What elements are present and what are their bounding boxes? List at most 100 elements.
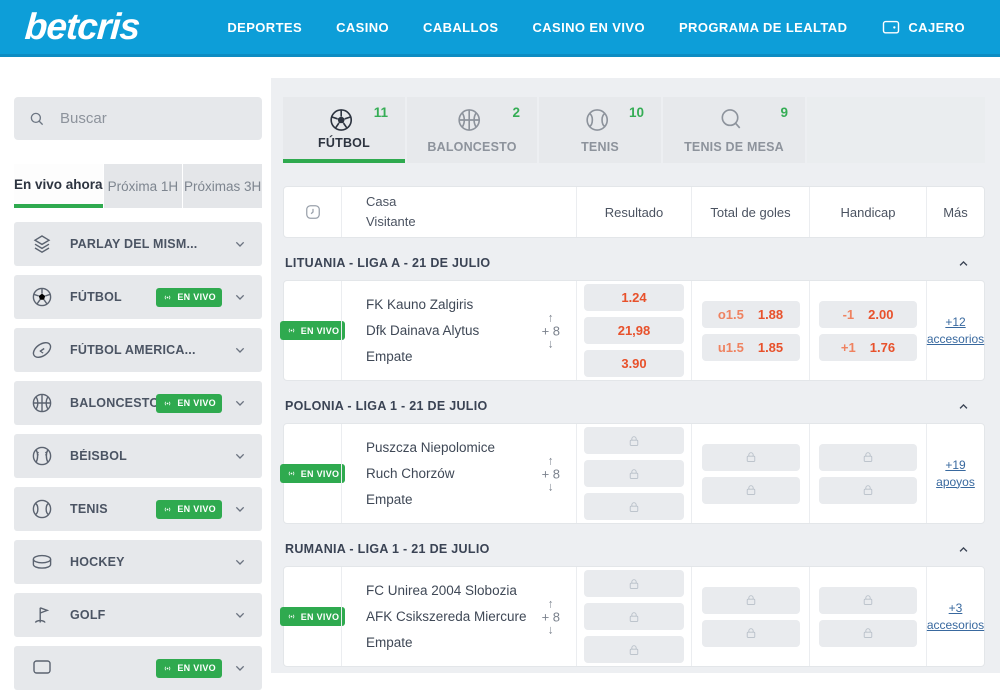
- odds-button-draw[interactable]: 3.90: [584, 350, 684, 377]
- more-markets-link[interactable]: +12 accesorios: [927, 314, 984, 348]
- handicap-odds-cell: [809, 567, 926, 666]
- search-input[interactable]: [60, 110, 230, 127]
- basketball-icon: [30, 391, 54, 415]
- sidebar-item-label: FÚTBOL: [70, 290, 156, 304]
- league-section-header: RUMANIA - LIGA 1 - 21 DE JULIO: [283, 532, 985, 566]
- locked-odds-button: [584, 603, 684, 630]
- odds-table-header: Casa Visitante Resultado Total de goles …: [283, 186, 985, 238]
- teams-cell[interactable]: FK Kauno Zalgiris Dfk Dainava Alytus Emp…: [341, 281, 576, 380]
- chevron-down-icon[interactable]: [232, 342, 248, 358]
- sidebar: En vivo ahora Próxima 1H Próximas 3H PAR…: [14, 97, 262, 699]
- teams-cell[interactable]: Puszcza Niepolomice Ruch Chorzów Empate …: [341, 424, 576, 523]
- lock-icon: [627, 577, 641, 591]
- lock-icon: [627, 610, 641, 624]
- chevron-down-icon[interactable]: [232, 448, 248, 464]
- arrow-down-icon: ↓: [548, 480, 554, 493]
- chevron-up-icon[interactable]: [956, 542, 971, 557]
- odds-button-home[interactable]: 1.24: [584, 284, 684, 311]
- lock-icon: [744, 626, 758, 640]
- more-markets-indicator[interactable]: ↑ + 8 ↓: [542, 311, 560, 350]
- time-filter-tabs: En vivo ahora Próxima 1H Próximas 3H: [14, 164, 262, 208]
- arrow-down-icon: ↓: [548, 337, 554, 350]
- odds-button-over[interactable]: o1.5 1.88: [702, 301, 800, 328]
- sport-tab-futbol[interactable]: 11 FÚTBOL: [283, 97, 405, 163]
- sidebar-item-baloncesto[interactable]: BALONCESTO EN VIVO: [14, 381, 262, 425]
- result-odds-cell: [576, 567, 691, 666]
- handicap-column-header: Handicap: [809, 187, 926, 237]
- lock-icon: [861, 483, 875, 497]
- live-badge: EN VIVO: [156, 394, 222, 413]
- main-content: 11 FÚTBOL 2 BALONCESTO 10 TENIS 9 TENIS …: [283, 97, 985, 667]
- nav-caballos[interactable]: CABALLOS: [423, 20, 498, 35]
- sidebar-item-label: BALONCESTO: [70, 396, 156, 410]
- tennis-ball-icon: [30, 497, 54, 521]
- chevron-down-icon[interactable]: [232, 395, 248, 411]
- sidebar-item-futbol-americano[interactable]: FÚTBOL AMERICA...: [14, 328, 262, 372]
- chevron-up-icon[interactable]: [956, 399, 971, 414]
- sidebar-item-beisbol[interactable]: BÉISBOL: [14, 434, 262, 478]
- teams-column-header: Casa Visitante: [341, 187, 576, 237]
- odds-button-under[interactable]: u1.5 1.85: [702, 334, 800, 361]
- broadcast-icon: [162, 292, 173, 303]
- tab-en-vivo-ahora[interactable]: En vivo ahora: [14, 164, 103, 208]
- tab-count: 11: [374, 105, 388, 120]
- chevron-down-icon[interactable]: [232, 660, 248, 676]
- chevron-down-icon[interactable]: [232, 554, 248, 570]
- lock-icon: [744, 593, 758, 607]
- sidebar-item-golf[interactable]: GOLF: [14, 593, 262, 637]
- tab-label: BALONCESTO: [407, 140, 537, 154]
- nav-deportes[interactable]: DEPORTES: [227, 20, 302, 35]
- sport-tab-tenis[interactable]: 10 TENIS: [539, 97, 661, 163]
- betcris-logo[interactable]: betcris: [24, 6, 141, 48]
- chevron-down-icon[interactable]: [232, 236, 248, 252]
- broadcast-icon: [286, 611, 297, 622]
- total-column-header: Total de goles: [691, 187, 809, 237]
- nav-cajero[interactable]: CAJERO: [881, 17, 965, 37]
- cajero-label: CAJERO: [908, 20, 965, 35]
- layers-icon: [30, 232, 54, 256]
- chevron-up-icon[interactable]: [956, 256, 971, 271]
- sidebar-item-partial[interactable]: EN VIVO: [14, 646, 262, 690]
- search-box[interactable]: [14, 97, 262, 140]
- tab-proximas-3h[interactable]: Próximas 3H: [182, 164, 262, 208]
- baseball-icon: [30, 444, 54, 468]
- chevron-down-icon[interactable]: [232, 607, 248, 623]
- odds-button-handicap-away[interactable]: +1 1.76: [819, 334, 917, 361]
- broadcast-icon: [162, 663, 173, 674]
- more-markets-indicator[interactable]: ↑ + 8 ↓: [542, 454, 560, 493]
- tab-label: FÚTBOL: [283, 136, 405, 150]
- match-row: EN VIVO Puszcza Niepolomice Ruch Chorzów…: [283, 423, 985, 524]
- broadcast-icon: [162, 398, 173, 409]
- locked-odds-button: [584, 427, 684, 454]
- nav-programa-de-lealtad[interactable]: PROGRAMA DE LEALTAD: [679, 20, 847, 35]
- sport-tab-tenis-de-mesa[interactable]: 9 TENIS DE MESA: [663, 97, 805, 163]
- locked-odds-button: [584, 636, 684, 663]
- sidebar-item-parlay[interactable]: PARLAY DEL MISM...: [14, 222, 262, 266]
- more-markets-indicator[interactable]: ↑ + 8 ↓: [542, 597, 560, 636]
- tab-count: 2: [512, 105, 520, 120]
- handicap-odds-cell: [809, 424, 926, 523]
- more-markets-link[interactable]: +3 accesorios: [927, 600, 984, 634]
- tab-proxima-1h[interactable]: Próxima 1H: [103, 164, 183, 208]
- sport-tabs: 11 FÚTBOL 2 BALONCESTO 10 TENIS 9 TENIS …: [283, 97, 985, 163]
- league-section-header: POLONIA - LIGA 1 - 21 DE JULIO: [283, 389, 985, 423]
- nav-casino-en-vivo[interactable]: CASINO EN VIVO: [532, 20, 645, 35]
- nav-casino[interactable]: CASINO: [336, 20, 389, 35]
- sidebar-item-tenis[interactable]: TENIS EN VIVO: [14, 487, 262, 531]
- odds-button-handicap-home[interactable]: -1 2.00: [819, 301, 917, 328]
- live-cell: EN VIVO: [284, 567, 341, 666]
- sidebar-item-futbol[interactable]: FÚTBOL EN VIVO: [14, 275, 262, 319]
- time-column-header: [284, 187, 341, 237]
- odds-button-away[interactable]: 21,98: [584, 317, 684, 344]
- teams-cell[interactable]: FC Unirea 2004 Slobozia AFK Csikszereda …: [341, 567, 576, 666]
- sport-tab-baloncesto[interactable]: 2 BALONCESTO: [407, 97, 537, 163]
- lock-icon: [627, 643, 641, 657]
- sidebar-item-hockey[interactable]: HOCKEY: [14, 540, 262, 584]
- more-markets-link[interactable]: +19 apoyos: [936, 457, 975, 491]
- result-odds-cell: [576, 424, 691, 523]
- chevron-down-icon[interactable]: [232, 289, 248, 305]
- monitor-icon: [30, 656, 54, 680]
- sidebar-item-label: FÚTBOL AMERICA...: [70, 343, 232, 357]
- table-tennis-paddle-icon: [717, 106, 745, 134]
- chevron-down-icon[interactable]: [232, 501, 248, 517]
